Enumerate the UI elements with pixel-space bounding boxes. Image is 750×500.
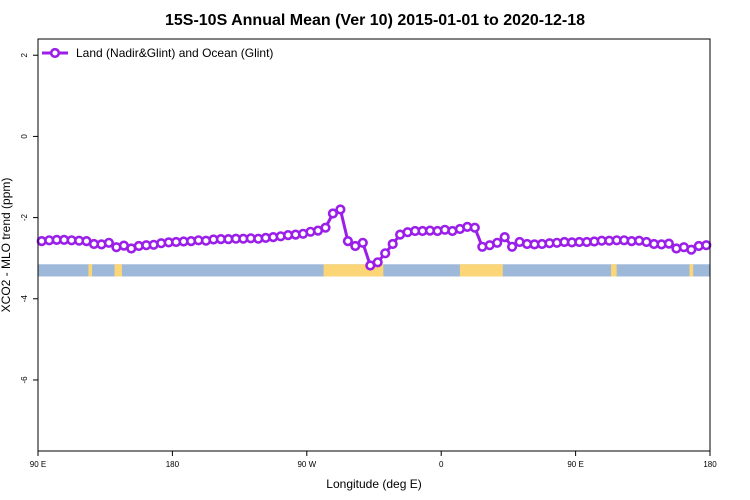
x-tick-label-5: 180 [703, 460, 717, 469]
land-band-1 [459, 264, 503, 277]
data-point-63 [506, 241, 518, 252]
data-point-61 [492, 237, 503, 248]
x-tick-label-2: 90 W [297, 460, 316, 469]
data-series [36, 204, 712, 271]
plot-frame [37, 38, 711, 452]
data-point-45 [372, 257, 383, 268]
y-tick-label-4: -6 [20, 376, 29, 384]
data-point-84 [663, 238, 675, 249]
land-ocean-band [38, 264, 710, 277]
y-tick-label-2: -2 [20, 213, 29, 221]
y-axis-label: XCO2 - MLO trend (ppm) [0, 178, 13, 313]
land-band-2 [114, 264, 122, 277]
x-tick-label-3: 0 [439, 460, 444, 469]
x-tick-label-0: 90 E [30, 460, 46, 469]
data-point-47 [387, 238, 398, 250]
legend-marker-swatch [49, 47, 61, 59]
legend: Land (Nadir&Glint) and Ocean (Glint) [42, 46, 273, 60]
y-tick-label-1: 0 [20, 134, 29, 139]
data-point-38 [320, 222, 331, 233]
x-tick-label-4: 90 E [567, 460, 583, 469]
x-tick-label-1: 180 [166, 460, 180, 469]
data-point-58 [469, 222, 480, 233]
data-point-41 [342, 236, 354, 247]
y-tick-label-3: -4 [20, 295, 29, 303]
data-point-62 [499, 232, 510, 243]
data-point-9 [103, 237, 114, 248]
y-tick-label-0: 2 [20, 52, 29, 57]
data-point-87 [686, 244, 697, 255]
chart-title: 15S-10S Annual Mean (Ver 10) 2015-01-01 … [165, 12, 585, 29]
x-axis: 90 E 180 90 W 0 90 E 180 [30, 451, 717, 469]
data-point-89 [701, 240, 712, 251]
land-band-4 [611, 264, 617, 277]
x-axis-label: Longitude (deg E) [326, 477, 421, 491]
data-point-39 [327, 208, 339, 219]
legend-label: Land (Nadir&Glint) and Ocean (Glint) [76, 46, 273, 60]
data-point-40 [335, 204, 346, 215]
land-band-3 [88, 264, 93, 277]
y-axis: 2 0 -2 -4 -6 [20, 52, 38, 384]
data-point-46 [380, 248, 391, 259]
land-band-5 [689, 264, 694, 277]
data-point-43 [357, 237, 368, 248]
